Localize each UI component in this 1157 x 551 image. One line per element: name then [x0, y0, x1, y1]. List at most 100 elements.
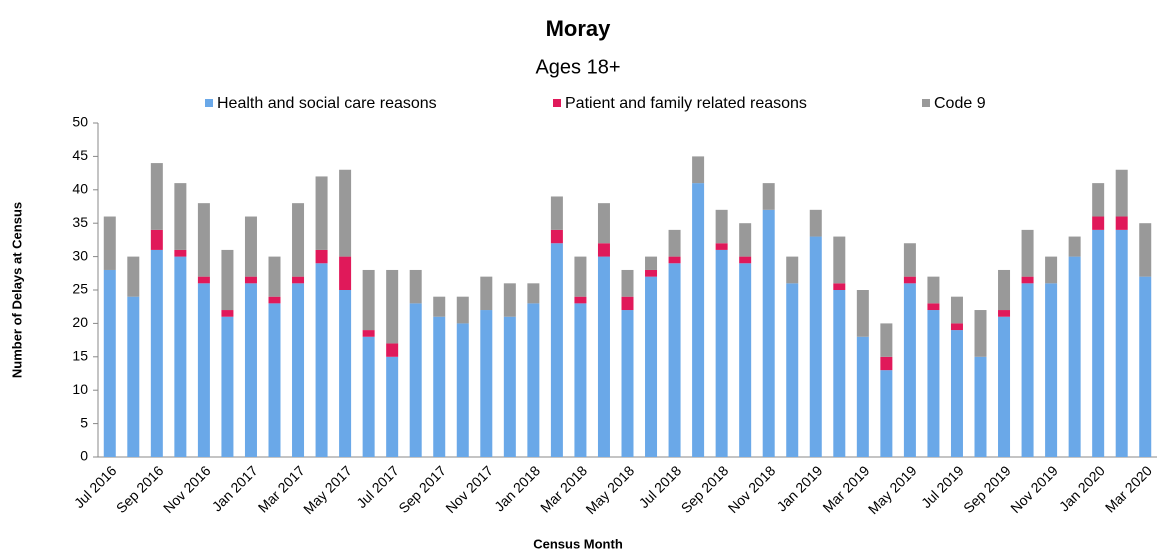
bar-segment: [292, 276, 305, 284]
bar-segment: [597, 203, 610, 244]
bar-segment: [433, 296, 446, 317]
bar-segment: [668, 256, 681, 264]
x-tick-label: May 2017: [300, 462, 355, 517]
bar-segment: [103, 216, 116, 270]
y-tick-label: 40: [72, 181, 88, 197]
x-tick-label: Jan 2019: [773, 462, 825, 514]
x-tick-label: Jul 2016: [71, 462, 120, 511]
bar-segment: [362, 330, 375, 337]
x-tick-label: Nov 2018: [725, 462, 779, 516]
bar-segment: [244, 216, 257, 277]
bar-segment: [621, 310, 634, 457]
bar-segment: [456, 296, 469, 324]
y-tick-label: 5: [80, 414, 88, 430]
bar-segment: [315, 263, 328, 457]
bar-segment: [1139, 223, 1152, 277]
x-tick-label: May 2018: [582, 462, 637, 517]
bar-segment: [527, 303, 540, 457]
chart-title: Moray: [546, 16, 612, 41]
bar-segment: [221, 249, 234, 311]
chart-subtitle: Ages 18+: [535, 56, 620, 78]
y-tick-label: 20: [72, 314, 88, 330]
bar-segment: [950, 323, 963, 331]
bar-segment: [692, 183, 705, 457]
bar-segment: [433, 316, 446, 457]
bar-segment: [409, 303, 422, 457]
bar-segment: [786, 283, 799, 457]
bar-segment: [574, 303, 587, 457]
bar-segment: [668, 229, 681, 257]
bar-segment: [339, 169, 352, 257]
bar-segment: [1139, 276, 1152, 457]
bar-segment: [315, 176, 328, 250]
bar-segment: [480, 310, 493, 457]
legend-swatch: [922, 99, 930, 107]
bar-segment: [268, 303, 281, 457]
bar-segment: [197, 203, 210, 277]
x-tick-label: Nov 2016: [160, 462, 214, 516]
bar-segment: [292, 283, 305, 457]
x-tick-label: Mar 2020: [1102, 462, 1155, 515]
bar-segment: [833, 236, 846, 284]
x-tick-label: Jan 2018: [491, 462, 543, 514]
bar-segment: [597, 243, 610, 257]
bar-segment: [221, 310, 234, 317]
bar-segment: [174, 183, 187, 250]
bar-segment: [809, 236, 822, 457]
x-tick-label: Jan 2020: [1056, 462, 1108, 514]
bar-segment: [1092, 216, 1105, 230]
bar-segment: [856, 336, 869, 457]
bar-segment: [268, 296, 281, 304]
legend-label: Code 9: [934, 95, 986, 112]
bar-segment: [527, 283, 540, 304]
bar-segment: [339, 290, 352, 457]
bar-segment: [739, 263, 752, 457]
bar-segment: [127, 256, 140, 297]
bar-segment: [268, 256, 281, 297]
bar-segment: [386, 269, 399, 344]
bar-segment: [880, 356, 893, 371]
x-tick-label: Sep 2019: [960, 462, 1014, 516]
x-tick-label: Mar 2018: [537, 462, 590, 515]
x-axis-label: Census Month: [533, 536, 623, 551]
bar-segment: [927, 310, 940, 457]
bar-segment: [998, 269, 1011, 311]
bar-segment: [1021, 276, 1034, 284]
legend-label: Patient and family related reasons: [565, 95, 807, 112]
bar-segment: [645, 276, 658, 457]
bar-segment: [1068, 256, 1081, 457]
x-tick-label: Sep 2017: [395, 462, 449, 516]
bar-segment: [550, 196, 563, 230]
bar-segment: [127, 296, 140, 457]
bar-segment: [480, 276, 493, 311]
y-tick-label: 45: [72, 147, 88, 163]
legend-swatch: [205, 99, 213, 107]
bar-segment: [762, 209, 775, 457]
y-tick-label: 35: [72, 214, 88, 230]
y-tick-label: 25: [72, 281, 88, 297]
bar-segment: [621, 269, 634, 297]
bar-segment: [1115, 216, 1128, 230]
y-tick-label: 0: [80, 448, 88, 464]
bar-segment: [809, 209, 822, 237]
bar-segment: [1115, 229, 1128, 457]
bar-segment: [692, 156, 705, 184]
x-tick-label: Jul 2017: [353, 462, 402, 511]
bar-segment: [244, 276, 257, 284]
bar-segment: [974, 356, 987, 457]
bar-segment: [715, 243, 728, 250]
bar-segment: [645, 269, 658, 277]
bar-segment: [197, 283, 210, 457]
bar-segment: [1092, 229, 1105, 457]
bar-segment: [950, 330, 963, 457]
bar-segment: [880, 370, 893, 457]
bar-segment: [292, 203, 305, 277]
x-tick-label: Sep 2018: [678, 462, 732, 516]
bar-segment: [668, 263, 681, 457]
bar-segment: [903, 283, 916, 457]
bar-segment: [362, 269, 375, 331]
x-tick-label: Jul 2019: [918, 462, 967, 511]
bar-segment: [786, 256, 799, 284]
bar-segment: [621, 296, 634, 311]
